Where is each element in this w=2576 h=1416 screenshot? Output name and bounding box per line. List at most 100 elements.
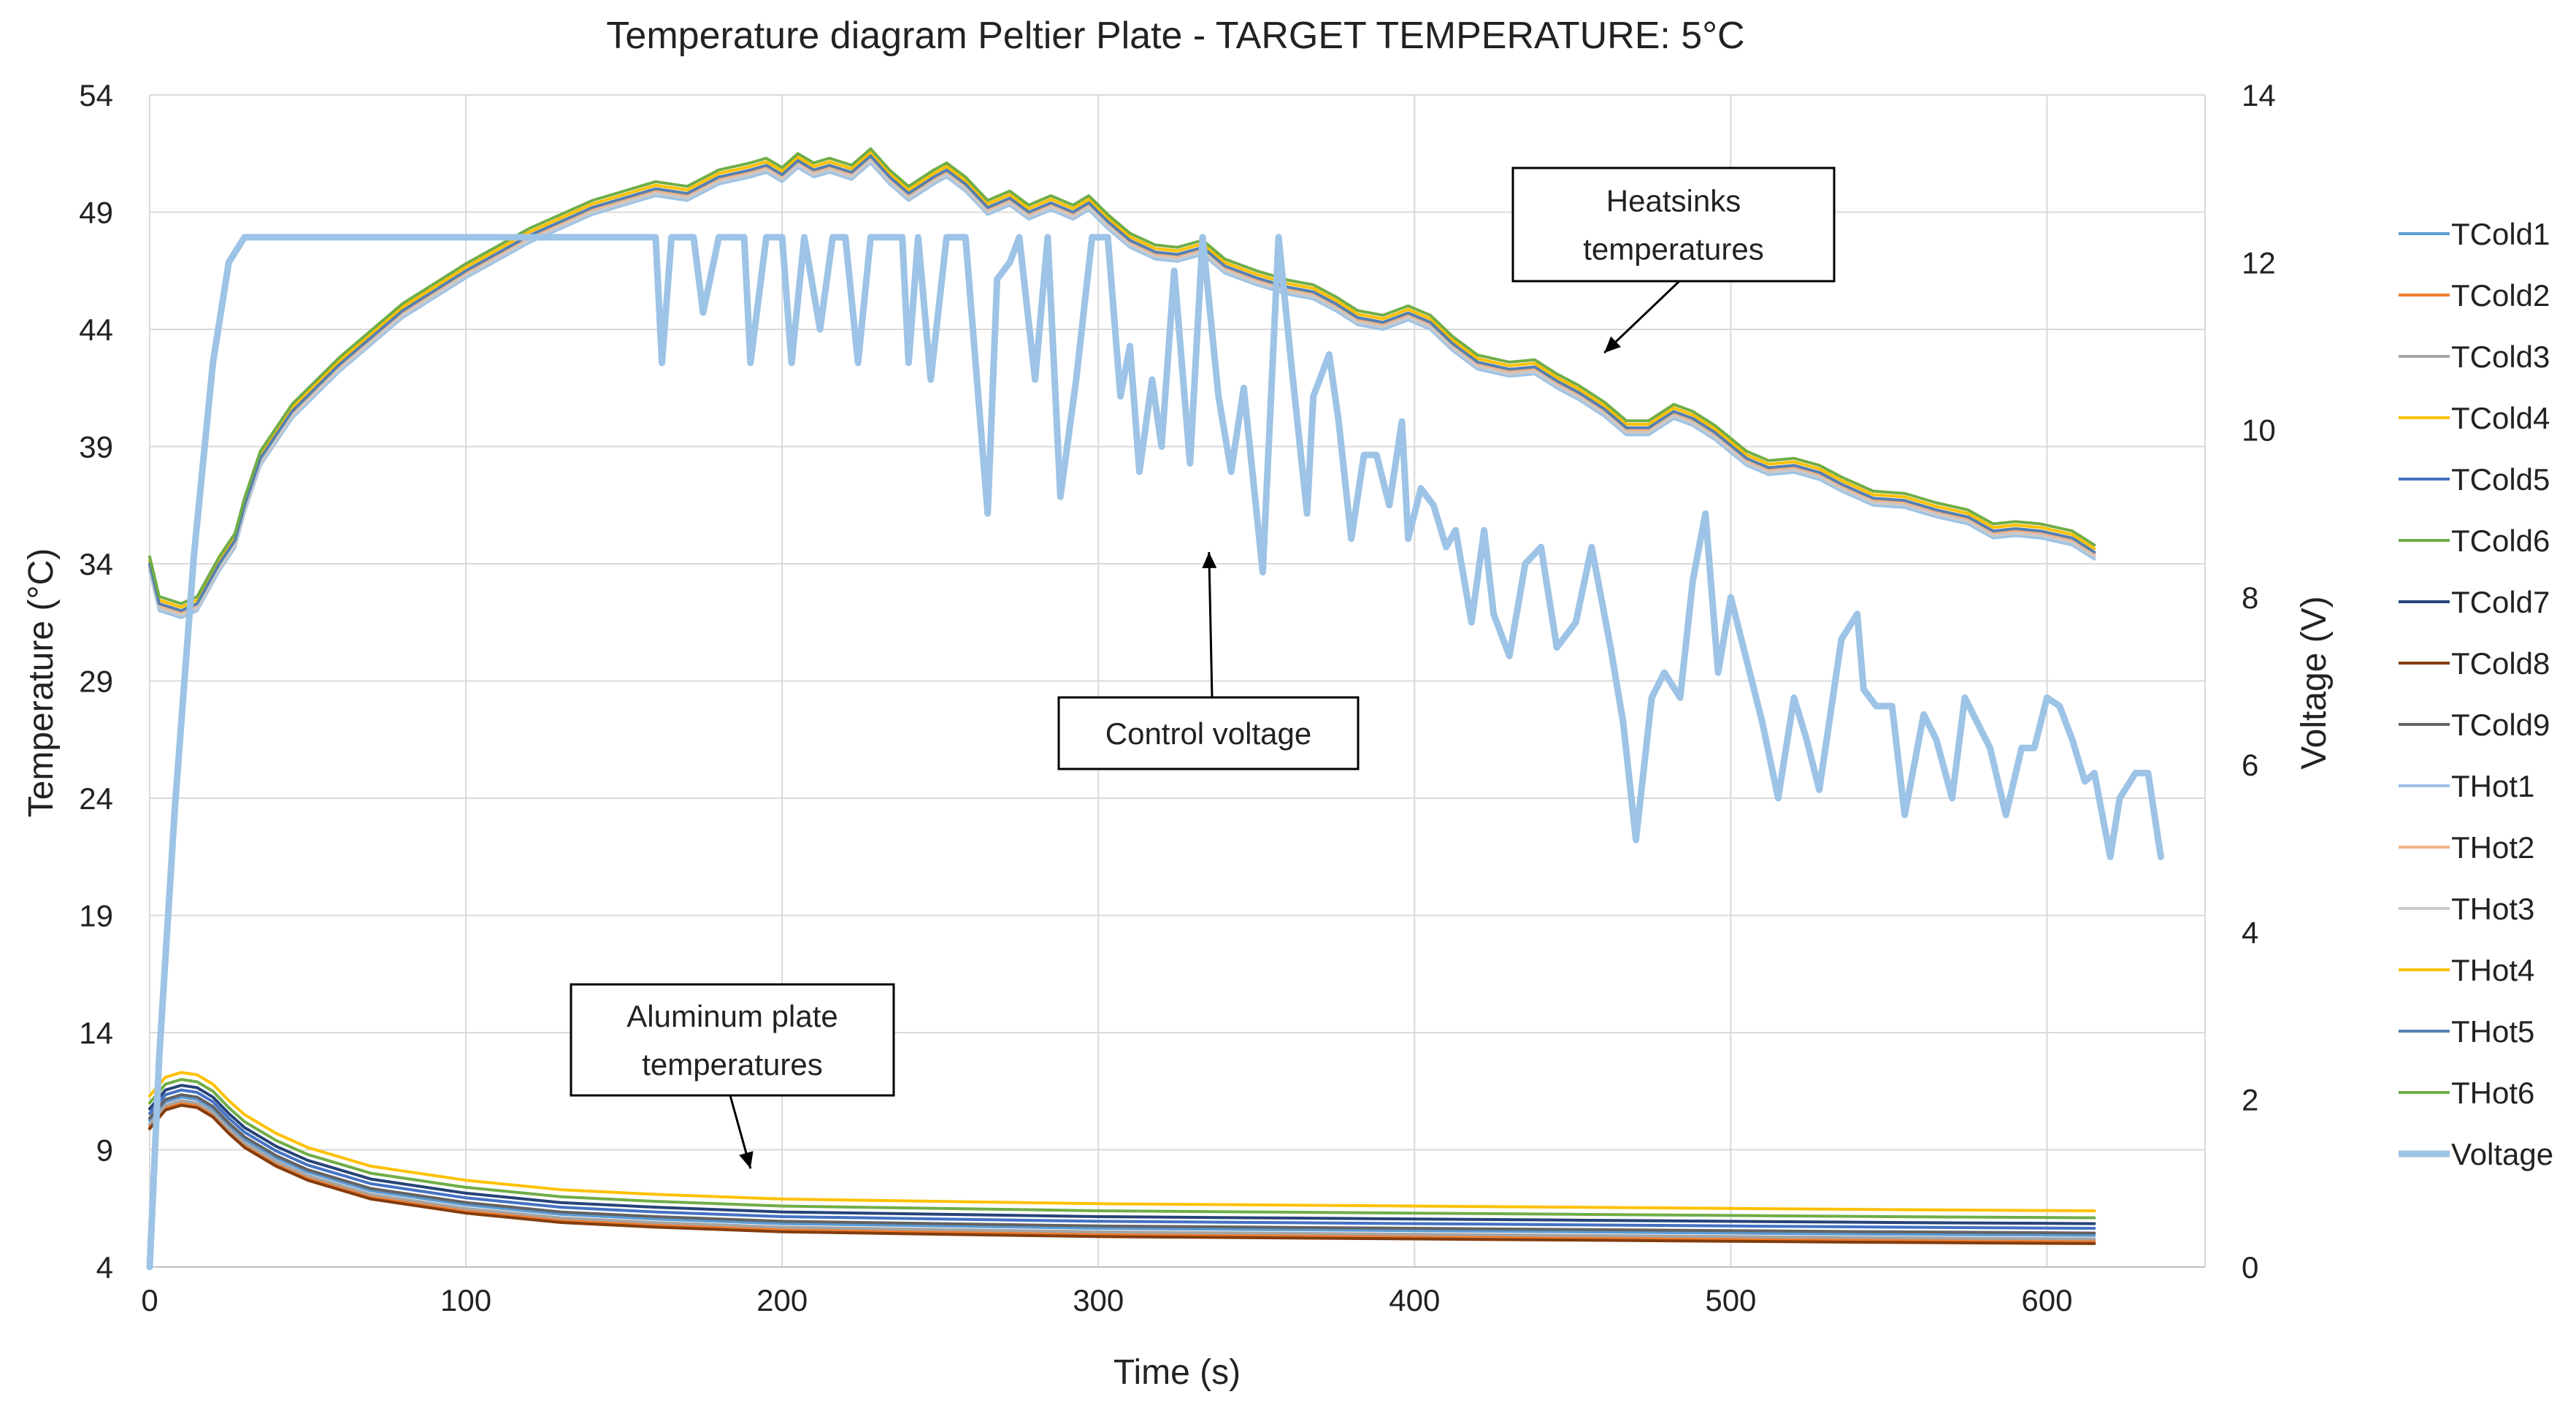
legend-item: THot3 [2399,892,2534,926]
x-axis-label: Time (s) [1113,1353,1241,1392]
legend-label: TCold8 [2451,646,2550,681]
series-line-tcold7 [148,1084,2096,1225]
callout-box [1057,696,1360,770]
callout-label: temperatures [642,1047,822,1082]
y-tick-label: 54 [79,78,113,112]
callout-arrowhead [1202,551,1217,569]
callout-label: Aluminum plate [626,999,837,1033]
x-tick-label: 600 [2021,1283,2072,1317]
callout-arrowhead [739,1151,754,1169]
legend-item: TCold7 [2399,585,2550,619]
y-tick-label: 24 [79,781,113,816]
series-line-thot4 [148,150,2096,609]
legend-label: TCold9 [2451,708,2550,742]
callout: Control voltage [1057,551,1360,770]
y2-tick-label: 4 [2242,915,2258,949]
callout: Aluminum plate temperatures [570,983,895,1169]
y2-tick-label: 2 [2242,1083,2258,1117]
y-axis-label: Temperature (°C) [22,548,61,818]
series-line-thot3 [148,158,2096,617]
series-line-thot1 [148,161,2096,619]
legend-label: THot4 [2451,953,2534,987]
callout-box [570,983,895,1097]
y-tick-label: 49 [79,196,113,230]
legend-item: Voltage [2399,1137,2553,1171]
legend-label: TCold1 [2451,217,2550,251]
legend-item: THot1 [2399,769,2534,803]
y2-tick-label: 0 [2242,1250,2258,1285]
legend-item: TCold3 [2399,340,2550,374]
legend-item: TCold5 [2399,462,2550,497]
series-line-tcold6 [148,1078,2096,1220]
y-tick-label: 44 [79,313,113,347]
callout-box [1511,167,1836,283]
legend-item: TCold2 [2399,278,2550,313]
series-line-tcold3 [148,1099,2096,1241]
x-axis-ticks: 0 100 200 300 400 500 600 [141,1283,2072,1317]
series-line-thot6 [148,147,2096,605]
legend-label: TCold7 [2451,585,2550,619]
legend-label: TCold2 [2451,278,2550,313]
legend-item: THot4 [2399,953,2534,987]
legend-label: TCold5 [2451,462,2550,497]
legend-label: THot1 [2451,769,2534,803]
legend-label: TCold3 [2451,340,2550,374]
series-line-thot2 [148,156,2096,615]
callout-label: Heatsinks [1606,184,1741,218]
y-tick-label: 14 [79,1016,113,1050]
callout-label: temperatures [1583,232,1763,267]
y-tick-label: 19 [79,899,113,933]
legend-item: THot2 [2399,830,2534,865]
x-tick-label: 100 [440,1283,491,1317]
x-tick-label: 300 [1073,1283,1124,1317]
y2-tick-label: 10 [2242,413,2276,448]
legend-label: THot5 [2451,1014,2534,1049]
legend-label: THot2 [2451,830,2534,865]
legend-label: TCold4 [2451,401,2550,435]
y-tick-label: 29 [79,665,113,699]
series-line-thot5 [148,154,2096,613]
y-tick-label: 9 [96,1133,113,1168]
x-tick-label: 0 [141,1283,158,1317]
y2-tick-label: 8 [2242,581,2258,615]
x-tick-label: 500 [1705,1283,1756,1317]
callout-arrow [1603,280,1681,354]
y-tick-label: 4 [96,1250,113,1285]
y2-tick-label: 12 [2242,245,2276,280]
right-axis-ticks: 0 2 4 6 8 10 12 14 [2242,78,2276,1285]
y2-axis-label: Voltage (V) [2295,596,2334,769]
chart-title: Temperature diagram Peltier Plate - TARG… [606,15,1744,57]
legend-item: TCold9 [2399,708,2550,742]
series-line-tcold1 [148,1095,2096,1237]
callout-label: Control voltage [1105,716,1312,751]
legend-label: THot6 [2451,1076,2534,1110]
callout-arrow [1208,551,1214,698]
y2-tick-label: 14 [2242,78,2276,112]
callouts: Heatsinks temperatures Control voltage Alum… [570,167,1836,1169]
legend-item: TCold6 [2399,524,2550,558]
x-tick-label: 400 [1389,1283,1440,1317]
y-tick-label: 39 [79,430,113,464]
legend-item: THot6 [2399,1076,2534,1110]
legend-label: TCold6 [2451,524,2550,558]
series-line-tcold4 [148,1071,2096,1212]
legend-item: TCold8 [2399,646,2550,681]
plot-series [146,147,2164,1271]
legend-label: Voltage [2451,1137,2553,1171]
series-line-tcold9 [148,1093,2096,1235]
series-line-voltage [146,234,2164,1271]
legend-item: TCold1 [2399,217,2550,251]
y2-tick-label: 6 [2242,748,2258,782]
series-line-tcold2 [148,1101,2096,1243]
legend: TCold1 TCold2 TCold3 TCold4 TCold5 TCold6 TCol… [2399,217,2553,1171]
legend-item: THot5 [2399,1014,2534,1049]
series-line-tcold5 [148,1088,2096,1230]
series-line-tcold8 [148,1103,2096,1245]
callout: Heatsinks temperatures [1511,167,1836,354]
legend-item: TCold4 [2399,401,2550,435]
y-tick-label: 34 [79,547,113,581]
legend-label: THot3 [2451,892,2534,926]
x-tick-label: 200 [756,1283,808,1317]
callout-arrowhead [1604,336,1621,353]
